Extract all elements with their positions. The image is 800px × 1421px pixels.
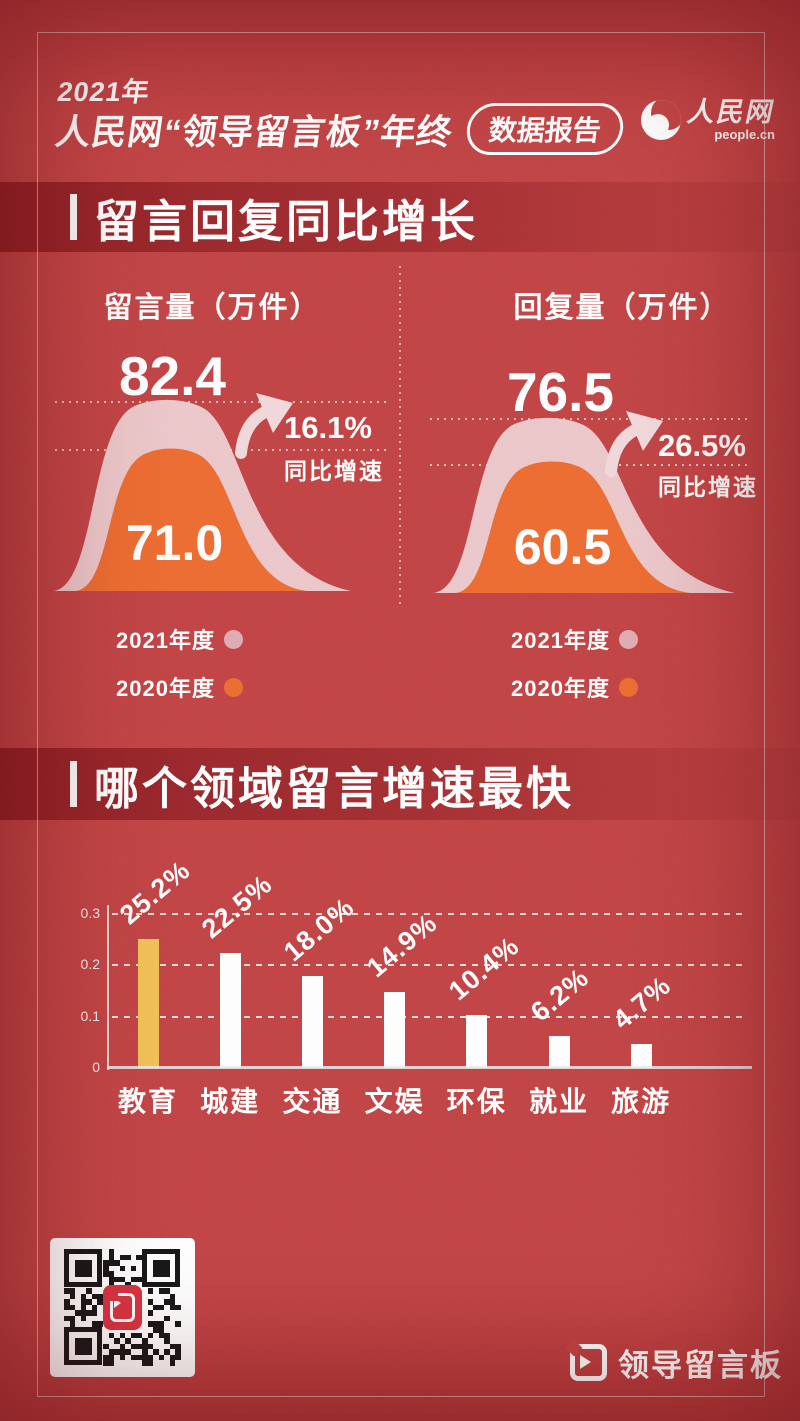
brand-domain: people.cn [714, 127, 775, 142]
messages-2021-value: 82.4 [118, 345, 227, 407]
y-tick-label: 0 [92, 1059, 100, 1075]
growth-bar-chart: 25.2% 22.5% 18.0% 14.9% 10.4% 6.2% 4.7% [0, 854, 800, 1068]
chart-divider [399, 266, 401, 604]
legend-item-2020: 2020年度 [473, 674, 638, 701]
messages-growth-value: 16.1% [284, 410, 372, 445]
message-board-logo-icon [570, 1344, 607, 1381]
bar-x-label: 就业 [528, 1086, 589, 1117]
people-cn-swirl-icon [641, 100, 681, 140]
legend-item-2020: 2020年度 [78, 674, 243, 701]
legend-left: 2021年度 2020年度 [78, 626, 243, 722]
legend-item-2021: 2021年度 [473, 626, 638, 653]
qr-module [136, 1276, 142, 1283]
qr-module [119, 1354, 126, 1361]
bar-x-label: 环保 [446, 1086, 507, 1117]
qr-module [136, 1254, 142, 1261]
qr-module [69, 1321, 76, 1327]
footer-logo-text: 领导留言板 [618, 1348, 783, 1383]
bar-value-label: 10.4% [442, 930, 525, 1006]
qr-module [164, 1315, 170, 1322]
legend-item-2021: 2021年度 [78, 626, 243, 653]
qr-module [75, 1338, 92, 1355]
qr-module [75, 1260, 92, 1277]
qr-module [147, 1332, 154, 1339]
qr-module [169, 1360, 176, 1366]
footer-logo: 领导留言板 [570, 1340, 783, 1385]
left-chart-label: 留言量（万件） [103, 292, 321, 324]
qr-module [125, 1254, 131, 1261]
qr-module [158, 1354, 165, 1361]
bar [384, 991, 406, 1068]
legend-right: 2021年度 2020年度 [473, 626, 638, 722]
qr-module [147, 1288, 154, 1294]
bar [466, 1014, 488, 1068]
page-title: 人民网“领导留言板”年终 [52, 112, 456, 152]
messages-growth-label: 同比增速 [284, 458, 384, 484]
qr-module [130, 1265, 137, 1272]
qr-module [147, 1310, 154, 1316]
qr-module [158, 1304, 165, 1311]
bar [219, 952, 241, 1068]
qr-module [119, 1265, 126, 1272]
bar-x-label: 文娱 [364, 1086, 425, 1117]
messages-2020-value: 71.0 [125, 515, 224, 571]
bar [301, 975, 323, 1068]
message-board-glyph-icon [109, 1292, 135, 1322]
qr-center-app-icon [103, 1285, 142, 1330]
bar [137, 938, 159, 1068]
bar [630, 1043, 652, 1068]
legend-2020-label: 2020年度 [116, 676, 215, 701]
people-cn-logo: 人民网 people.cn [641, 97, 779, 142]
replies-growth-label: 同比增速 [658, 474, 758, 500]
bar-x-label: 旅游 [611, 1086, 672, 1117]
y-tick-label: 0.1 [80, 1007, 100, 1024]
bar-x-label: 教育 [117, 1086, 178, 1117]
legend-2021-label: 2021年度 [511, 628, 610, 653]
data-report-badge: 数据报告 [464, 103, 626, 155]
legend-2020-label: 2020年度 [511, 676, 610, 701]
replies-growth-value: 26.5% [658, 428, 746, 463]
qr-module [91, 1310, 98, 1316]
bar-x-label: 城建 [200, 1086, 261, 1117]
legend-2021-dot [619, 629, 638, 649]
legend-2021-dot [224, 629, 243, 649]
bar-value-label: 14.9% [360, 907, 443, 983]
qr-module [80, 1315, 87, 1322]
right-chart-label: 回复量（万件） [513, 292, 731, 324]
legend-2020-dot [619, 677, 638, 697]
bar-chart-x-axis [107, 1066, 752, 1069]
replies-2020-value: 60.5 [513, 519, 612, 575]
growth-arrow-icon [235, 406, 271, 459]
qr-module [69, 1293, 76, 1300]
qr-module [175, 1304, 181, 1311]
qr-module [175, 1321, 181, 1327]
header-title-row: 人民网“领导留言板”年终 数据报告 [53, 103, 626, 155]
y-tick-label: 0.2 [80, 956, 100, 973]
qr-module [175, 1354, 181, 1361]
qr-module [108, 1360, 115, 1366]
legend-2020-dot [224, 677, 243, 697]
y-tick-label: 0.3 [80, 905, 100, 921]
bar-value-label: 6.2% [525, 962, 595, 1028]
legend-2021-label: 2021年度 [116, 628, 215, 653]
brand-name: 人民网 [684, 97, 779, 127]
replies-2021-value: 76.5 [506, 361, 615, 423]
bar-value-label: 4.7% [607, 969, 677, 1036]
qr-module [147, 1360, 154, 1366]
growth-arrow-icon [605, 424, 641, 477]
bar [548, 1036, 570, 1068]
qr-module [153, 1260, 170, 1277]
bar-x-label: 交通 [282, 1086, 343, 1117]
qr-code [50, 1238, 195, 1377]
